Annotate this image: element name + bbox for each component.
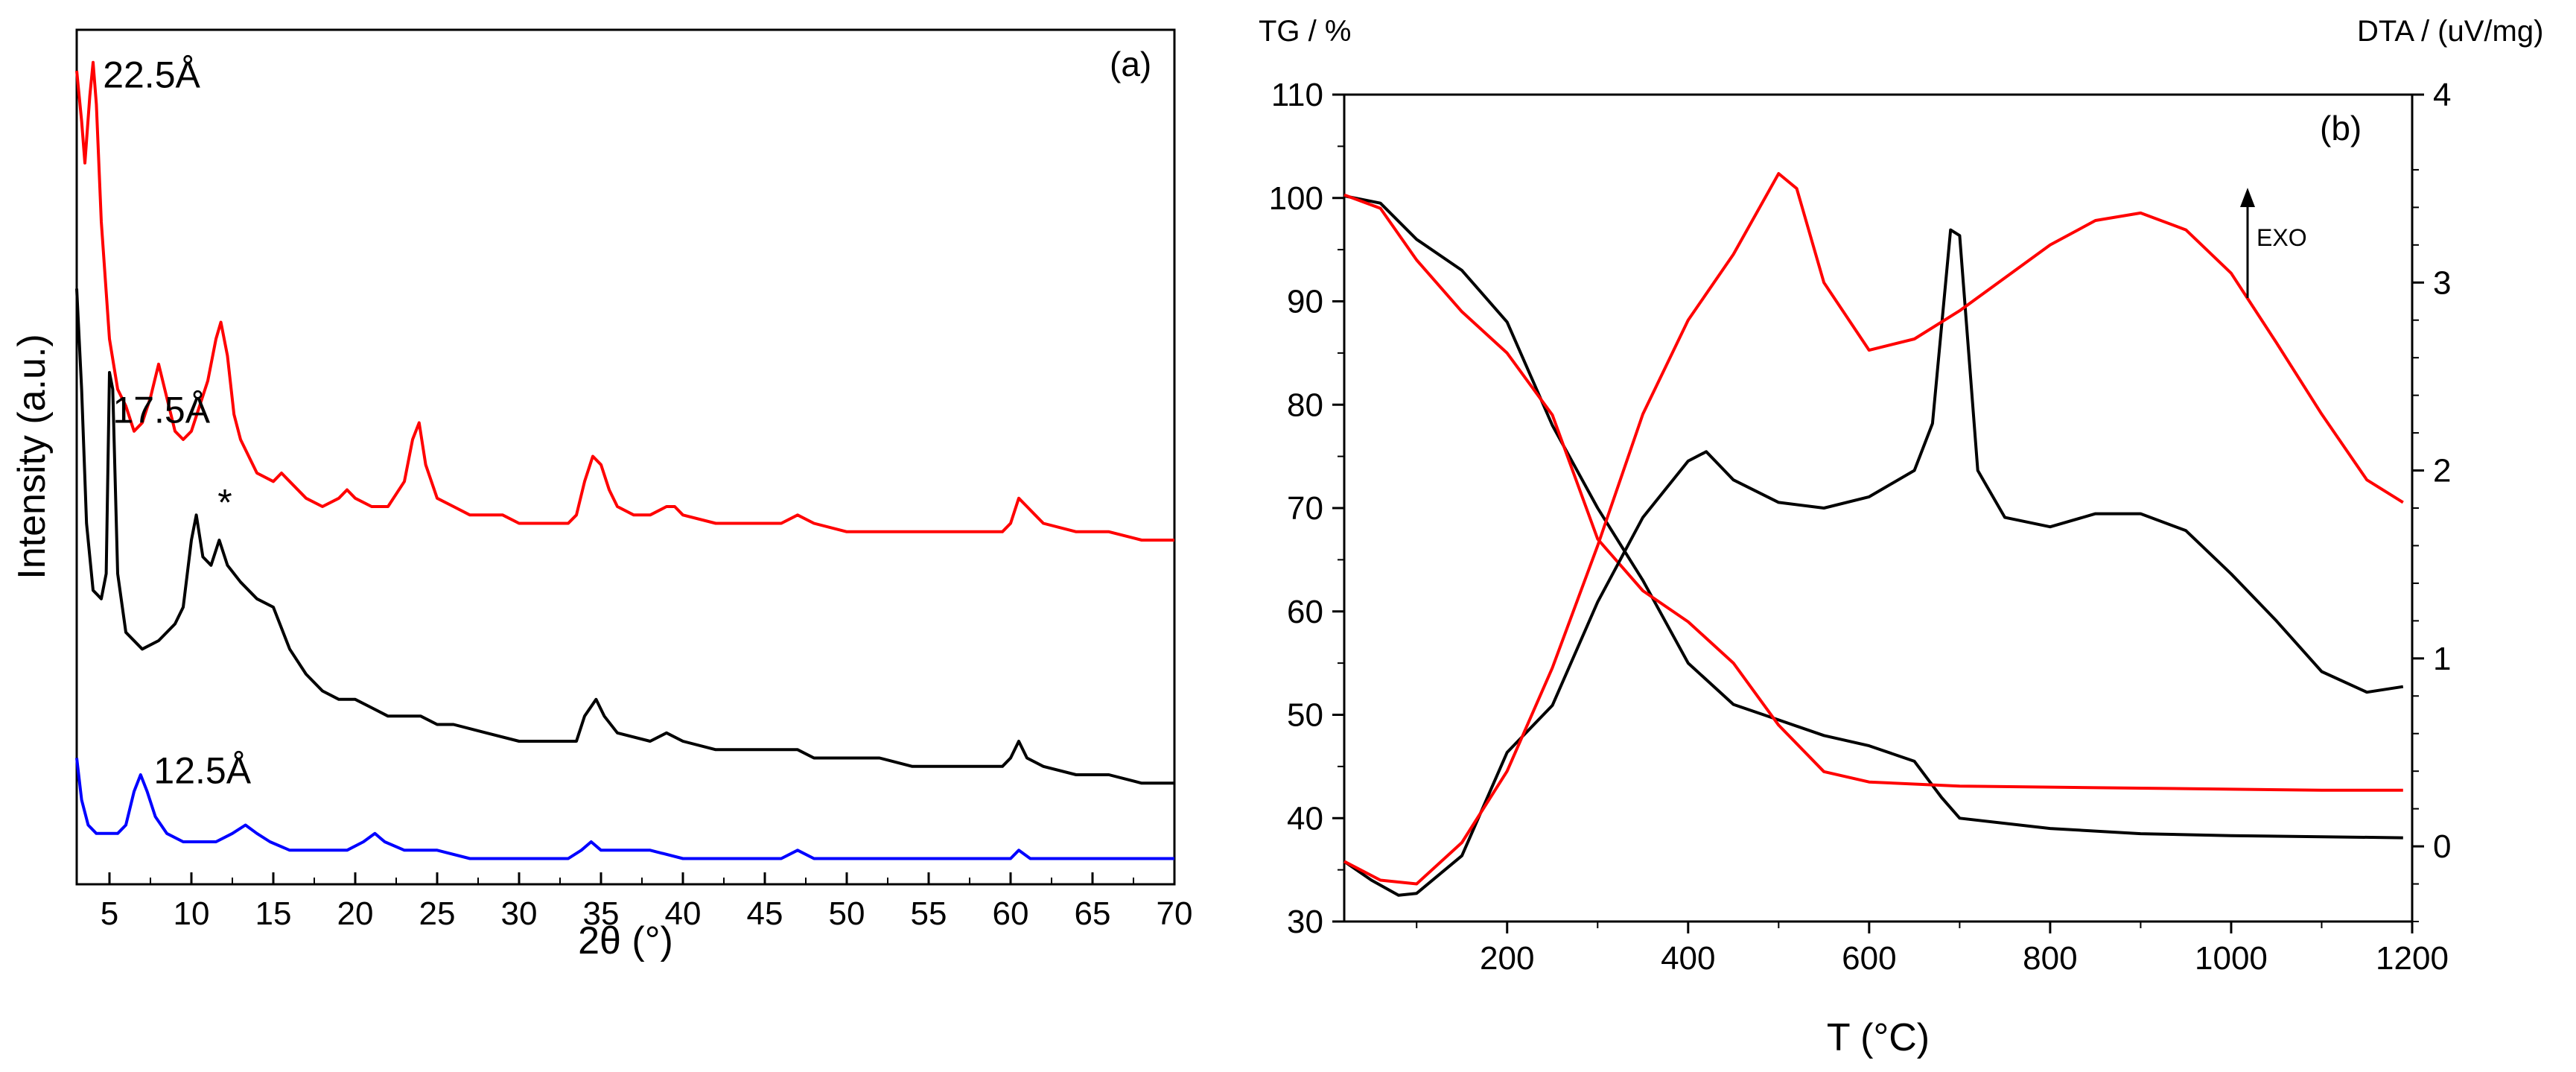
xrd-x-tick-label: 50 — [829, 895, 865, 932]
xrd-x-tick-label: 20 — [337, 895, 374, 932]
xrd-x-tick-label: 10 — [174, 895, 210, 932]
xrd-series-line-red-pattern — [75, 60, 1174, 542]
tg-y-tick-label: 70 — [1287, 490, 1323, 527]
xrd-peak-annotation: * — [217, 481, 232, 523]
xrd-peak-annotation: 22.5Å — [103, 54, 200, 96]
dta-axis-title: DTA / (uV/mg) — [2357, 15, 2543, 48]
xrd-x-tick-label: 35 — [583, 895, 620, 932]
xrd-x-tick-label: 45 — [747, 895, 783, 932]
thermal-panel-label: (b) — [2320, 109, 2362, 148]
xrd-peak-annotation: 17.5Å — [112, 390, 210, 431]
tg-y-tick-label: 50 — [1287, 697, 1323, 734]
xrd-x-tick-label: 65 — [1075, 895, 1111, 932]
xrd-series-group — [75, 60, 1174, 860]
thermal-x-tick-label: 600 — [1842, 940, 1896, 977]
tg-y-tick-label: 30 — [1287, 904, 1323, 940]
exo-label: EXO — [2257, 224, 2307, 251]
tg-y-ticks: 30 40 50 60 70 80 90 100 110 — [1269, 77, 1344, 940]
dta-y-tick-label: 4 — [2433, 77, 2451, 113]
xrd-plot-frame — [75, 28, 1176, 886]
xrd-x-tick-label: 40 — [665, 895, 702, 932]
thermal-series-line-TG-red — [1343, 193, 2403, 792]
xrd-y-axis-title: Intensity (a.u.) — [10, 334, 54, 579]
thermal-x-ticks: 200 400 600 800 1000 1200 — [1416, 922, 2449, 977]
xrd-peak-annotation: 12.5Å — [153, 749, 251, 791]
tg-y-tick-label: 40 — [1287, 800, 1323, 837]
tg-axis-title: TG / % — [1259, 15, 1351, 48]
exo-indicator: EXO — [2240, 188, 2307, 298]
thermal-x-tick-label: 800 — [2023, 940, 2077, 977]
xrd-x-ticks: 5 10 15 20 25 30 35 40 45 50 55 60 65 70 — [101, 872, 1193, 932]
thermal-series-line-DTA-red — [1343, 172, 2404, 886]
tg-y-tick-label: 110 — [1271, 77, 1323, 113]
xrd-x-tick-label: 25 — [419, 895, 456, 932]
xrd-x-tick-label: 60 — [993, 895, 1029, 932]
thermal-series-line-TG-black — [1343, 194, 2403, 840]
tg-y-tick-label: 60 — [1287, 594, 1323, 630]
thermal-x-tick-label: 1200 — [2376, 940, 2449, 977]
thermal-series-group — [1343, 172, 2404, 897]
xrd-panel-label: (a) — [1110, 45, 1151, 83]
tg-y-tick-label: 100 — [1269, 180, 1323, 217]
xrd-series-line-blue-pattern — [75, 758, 1174, 860]
thermal-series-line-DTA-black — [1343, 228, 2404, 897]
exo-arrow-head — [2240, 188, 2255, 207]
xrd-series-line-black-pattern — [75, 288, 1174, 785]
xrd-x-tick-label: 15 — [255, 895, 292, 932]
xrd-x-tick-label: 5 — [101, 895, 118, 932]
tg-y-tick-label: 80 — [1287, 387, 1323, 423]
xrd-x-tick-label: 30 — [501, 895, 538, 932]
thermal-x-axis-title: T (°C) — [1827, 1016, 1930, 1059]
dta-y-tick-label: 3 — [2433, 264, 2451, 301]
xrd-x-tick-label: 55 — [911, 895, 947, 932]
thermal-panel: 200 400 600 800 1000 1200 3040506070809010011… — [1259, 15, 2543, 1059]
thermal-x-tick-label: 1000 — [2195, 940, 2268, 977]
thermal-x-tick-label: 200 — [1480, 940, 1534, 977]
tg-y-tick-label: 90 — [1287, 284, 1323, 320]
dta-y-tick-label: 1 — [2433, 641, 2451, 677]
xrd-x-tick-label: 70 — [1157, 895, 1193, 932]
xrd-x-axis-title: 2θ (°) — [578, 919, 673, 962]
dta-y-tick-label: 2 — [2433, 453, 2451, 489]
dta-y-ticks: 0 1 2 3 4 — [2412, 77, 2451, 922]
xrd-panel: 5 10 15 20 25 30 35 40 45 50 55 60 65 70 22.5Å 17.5Å * 1… — [10, 28, 1193, 962]
xrd-annotations: 22.5Å 17.5Å * 12.5Å — [103, 54, 252, 792]
dta-y-tick-label: 0 — [2433, 828, 2451, 865]
thermal-x-tick-label: 400 — [1661, 940, 1715, 977]
